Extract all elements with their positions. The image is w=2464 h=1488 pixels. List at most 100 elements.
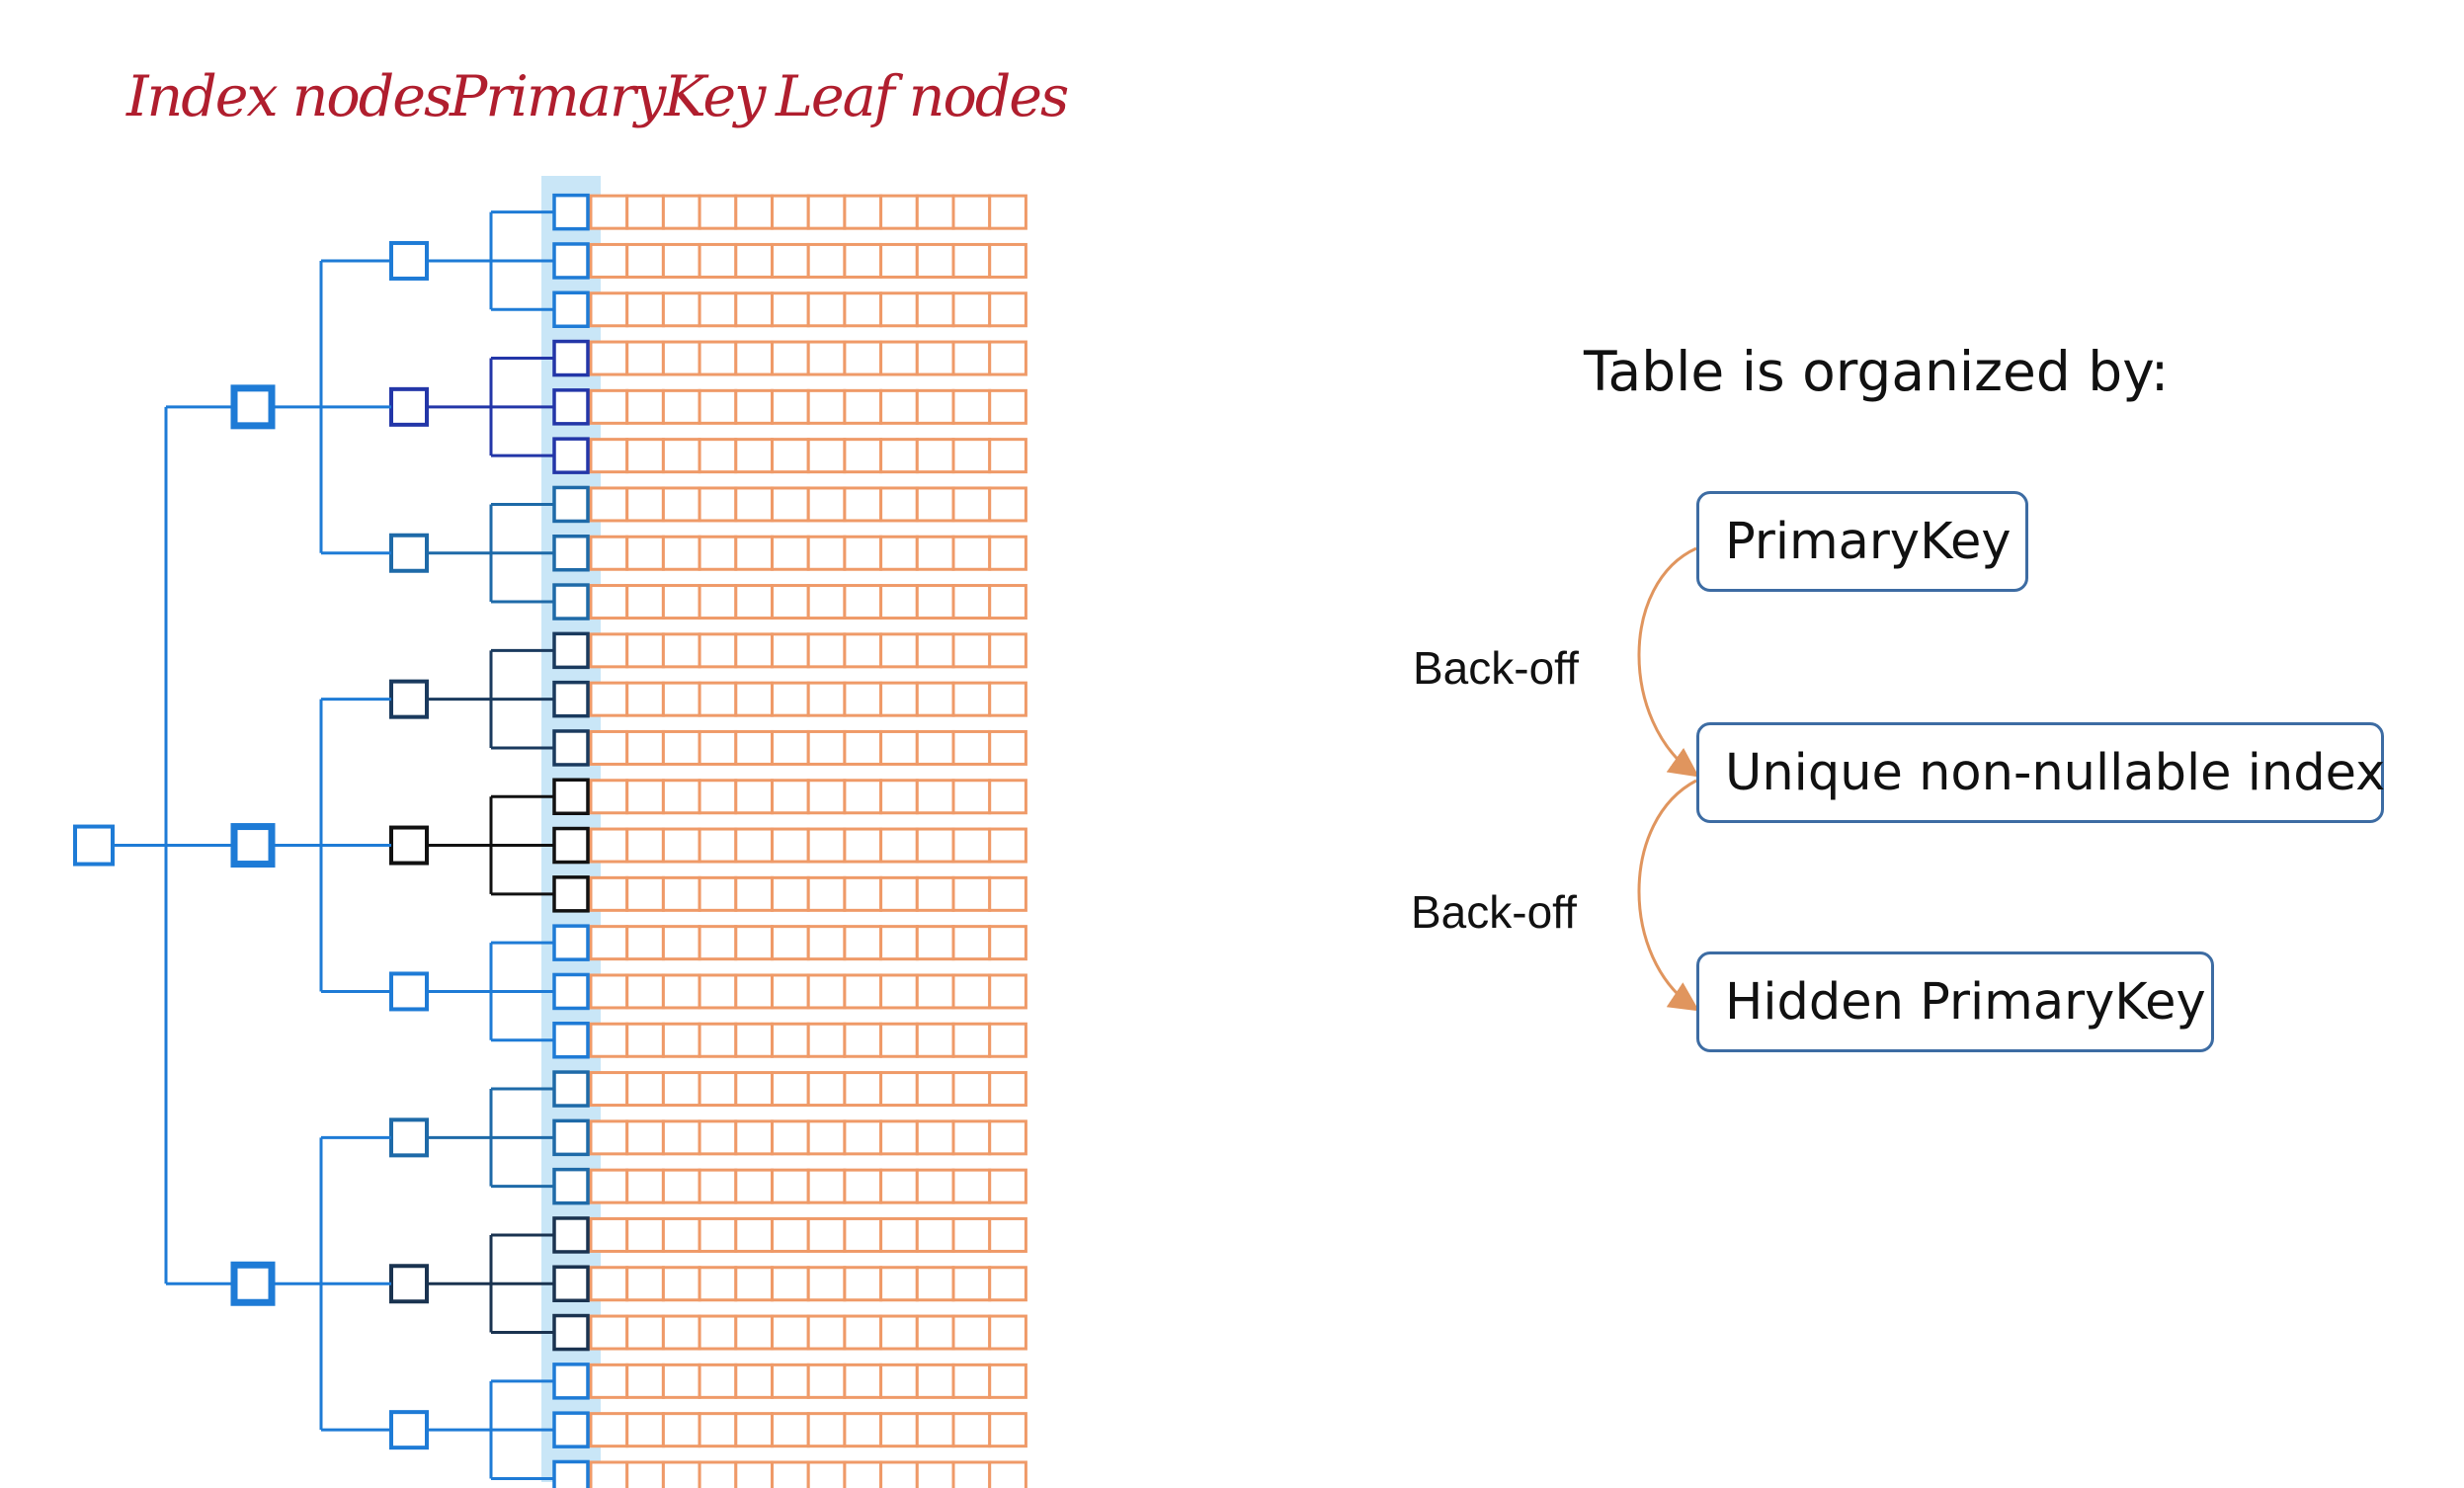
leaf-cell [879,925,919,961]
leaf-cell [661,1168,701,1204]
leaf-cell [988,584,1027,620]
index-node-level2 [389,533,429,573]
leaf-cell [771,973,810,1010]
leaf-cell [771,388,810,425]
primary-key-node [552,388,590,426]
leaf-cell [806,1119,847,1156]
leaf-cell [951,1216,992,1253]
leaf-cell [843,875,883,912]
leaf-cell [915,584,955,620]
leaf-cell [589,729,629,766]
leaf-cell [698,291,738,328]
leaf-cell [625,1266,665,1302]
leaf-cell [661,242,701,279]
leaf-cell [661,388,701,425]
option-primary-key: PrimaryKey [1696,491,2028,592]
leaf-cell [698,973,738,1010]
leaf-cell [625,973,665,1010]
leaf-cell [988,1022,1027,1058]
leaf-cell [915,194,955,230]
leaf-cell [806,1168,847,1204]
leaf-cell [843,1216,883,1253]
leaf-cell [771,438,810,474]
leaf-cell [879,875,919,912]
primary-key-node [552,583,590,620]
leaf-cell [879,1412,919,1448]
leaf-cell [734,973,774,1010]
leaf-cell [988,681,1027,717]
primary-key-node [552,193,590,231]
index-node-level1 [230,384,276,430]
leaf-cell [951,291,992,328]
leaf-cell [771,729,810,766]
leaf-cell [988,729,1027,766]
leaf-cell [951,438,992,474]
leaf-cell [771,291,810,328]
leaf-cell [625,1314,665,1351]
leaf-cell [988,632,1027,669]
leaf-cell [879,535,919,571]
leaf-cell [625,242,665,279]
leaf-cell [698,1168,738,1204]
leaf-cell [625,827,665,864]
primary-key-node [552,778,590,815]
leaf-cell [589,1168,629,1204]
leaf-cell [879,1314,919,1351]
leaf-cell [915,1412,955,1448]
leaf-cell [988,1168,1027,1204]
leaf-cell [915,291,955,328]
primary-key-node [552,1459,590,1488]
leaf-cell [589,1363,629,1399]
leaf-cell [661,1119,701,1156]
leaf-cell [625,875,665,912]
leaf-cell [915,438,955,474]
leaf-cell [734,1266,774,1302]
leaf-cell [661,340,701,376]
leaf-cell [698,1460,738,1488]
leaf-cell [951,973,992,1010]
leaf-cell [698,340,738,376]
leaf-cell [589,681,629,717]
leaf-cell [661,1412,701,1448]
leaf-cell [915,925,955,961]
leaf-cell [698,779,738,815]
leaf-cell [879,340,919,376]
leaf-cell [951,535,992,571]
leaf-cell [988,1216,1027,1253]
leaf-cell [988,875,1027,912]
leaf-cell [879,681,919,717]
leaf-cell [589,1412,629,1448]
leaf-cell [734,1314,774,1351]
root-node [73,824,115,867]
leaf-cell [806,1314,847,1351]
leaf-cell [661,925,701,961]
leaf-cell [915,1216,955,1253]
primary-key-node [552,1167,590,1205]
leaf-cell [951,194,992,230]
leaf-cell [698,584,738,620]
leaf-cell [625,438,665,474]
leaf-cell [806,875,847,912]
leaf-cell [988,973,1027,1010]
leaf-cell [698,729,738,766]
leaf-cell [661,1460,701,1488]
leaf-cell [915,875,955,912]
leaf-cell [879,388,919,425]
leaf-cell [625,1119,665,1156]
leaf-cell [806,1022,847,1058]
leaf-cell [771,1022,810,1058]
primary-key-node [552,1022,590,1059]
leaf-cell [915,242,955,279]
leaf-cell [915,729,955,766]
leaf-cell [806,632,847,669]
leaf-cell [879,1460,919,1488]
index-node-level2 [389,386,429,427]
leaf-cell [806,729,847,766]
leaf-cell [879,194,919,230]
leaf-cell [806,973,847,1010]
leaf-cell [771,779,810,815]
leaf-cell [734,681,774,717]
leaf-cell [589,1460,629,1488]
primary-key-header: PrimaryKey [450,64,766,129]
leaf-cell [589,1119,629,1156]
